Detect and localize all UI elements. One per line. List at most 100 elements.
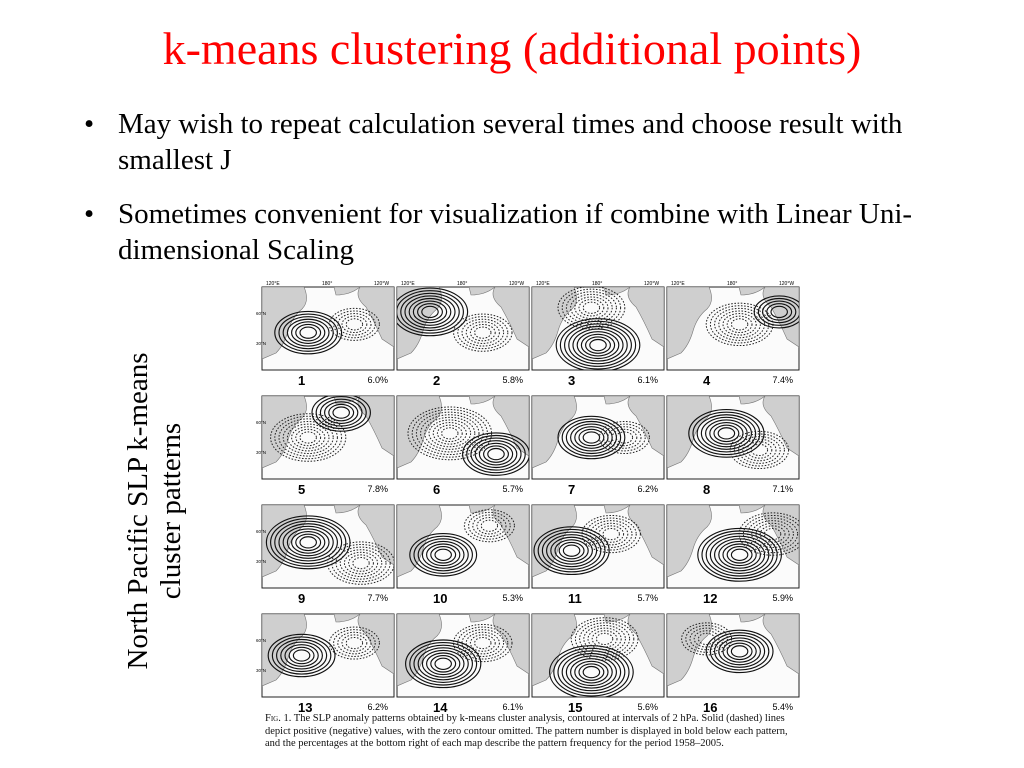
positive-contour (286, 318, 330, 347)
negative-contour (733, 433, 785, 467)
negative-contour (337, 631, 372, 655)
positive-contour (292, 649, 311, 662)
negative-contour (465, 321, 500, 344)
cluster-map-panel: 7 6.2% (531, 395, 665, 497)
positive-contour (688, 408, 765, 458)
positive-contour (417, 303, 443, 321)
negative-contour (327, 541, 394, 585)
land-asia (532, 396, 577, 469)
positive-contour (265, 515, 351, 570)
negative-contour (476, 517, 503, 535)
negative-contour (337, 313, 372, 336)
longitude-label: 180° (592, 281, 602, 287)
negative-contour (561, 288, 622, 327)
positive-contour (565, 655, 617, 689)
land-asia (397, 614, 442, 687)
longitude-label: 120°E (536, 281, 550, 287)
negative-contour (345, 318, 364, 331)
positive-contour (714, 634, 766, 668)
negative-contour (415, 411, 484, 456)
negative-contour (333, 629, 376, 657)
negative-contour (726, 315, 753, 334)
positive-contour (421, 305, 439, 319)
longitude-label: 180° (457, 281, 467, 287)
positive-contour (757, 297, 799, 326)
pattern-frequency: 6.2% (367, 702, 388, 712)
land-alaska (333, 505, 361, 514)
negative-contour (615, 431, 634, 444)
cluster-map-panel: 15 5.6% (531, 613, 665, 715)
land-north-america (492, 505, 529, 566)
negative-contour (738, 512, 799, 556)
negative-contour (598, 525, 625, 543)
positive-contour (574, 660, 609, 684)
negative-contour (587, 627, 622, 651)
bullet-item: • Sometimes convenient for visualization… (84, 196, 924, 268)
positive-contour (730, 548, 749, 561)
negative-contour (441, 427, 459, 440)
negative-contour (755, 522, 790, 546)
negative-contour (465, 631, 500, 655)
positive-contour (589, 338, 607, 352)
pattern-number: 1 (298, 373, 305, 388)
negative-contour (602, 527, 620, 541)
cluster-map-panel: 10 5.3% (396, 504, 530, 606)
bullet-list: • May wish to repeat calculation several… (84, 106, 924, 286)
positive-contour (315, 396, 367, 430)
negative-contour (469, 323, 496, 342)
positive-contour (562, 544, 581, 557)
land-alaska (603, 505, 631, 514)
positive-contour (713, 424, 740, 443)
latitude-label: 60°N (256, 529, 266, 534)
negative-contour (579, 622, 631, 656)
land-north-america (762, 614, 799, 675)
positive-contour (580, 333, 616, 357)
negative-contour (722, 313, 757, 336)
land-north-america (627, 287, 664, 348)
positive-contour (537, 528, 606, 573)
negative-contour (578, 299, 605, 317)
negative-contour (348, 554, 374, 572)
land-asia (667, 287, 712, 360)
pattern-frequency: 5.7% (502, 484, 523, 494)
land-alaska (333, 287, 361, 296)
latitude-label: 60°N (256, 420, 266, 425)
positive-contour (274, 310, 343, 355)
pattern-number: 9 (298, 591, 305, 606)
positive-contour (722, 639, 757, 663)
positive-contour (574, 426, 609, 449)
positive-contour (578, 428, 605, 447)
cluster-map-panel: 8 7.1% (666, 395, 800, 497)
positive-contour (466, 434, 526, 474)
negative-contour (689, 627, 724, 651)
pattern-number: 11 (568, 591, 582, 606)
positive-contour (474, 440, 518, 469)
positive-contour (726, 546, 753, 564)
positive-contour (434, 657, 452, 670)
bullet-text: May wish to repeat calculation several t… (118, 108, 903, 176)
positive-contour (409, 533, 478, 577)
pattern-number: 8 (703, 482, 710, 497)
pattern-number: 14 (433, 700, 448, 715)
pattern-number: 16 (703, 700, 717, 715)
positive-contour (299, 326, 317, 339)
positive-contour (709, 421, 744, 445)
positive-contour (753, 295, 799, 329)
cluster-map-panel: 60°N 30°N 1 6.0% (256, 286, 395, 388)
longitude-label: 120°W (509, 281, 524, 287)
positive-contour (696, 414, 757, 453)
negative-contour (598, 421, 650, 454)
vertical-caption: North Pacific SLP k-means cluster patter… (122, 352, 187, 670)
positive-contour (709, 632, 770, 671)
positive-contour (692, 411, 761, 456)
cluster-map-panel: 3 6.1% (531, 286, 665, 388)
negative-contour (432, 422, 467, 445)
cluster-map-panel: 11 5.7% (531, 504, 665, 606)
negative-contour (468, 511, 511, 540)
positive-contour (295, 323, 322, 342)
positive-contour (718, 540, 761, 569)
positive-contour (582, 665, 601, 679)
bullet-text: Sometimes convenient for visualization i… (118, 198, 913, 266)
figure-caption-text: The SLP anomaly patterns obtained by k-m… (265, 713, 788, 749)
negative-contour (746, 441, 773, 459)
